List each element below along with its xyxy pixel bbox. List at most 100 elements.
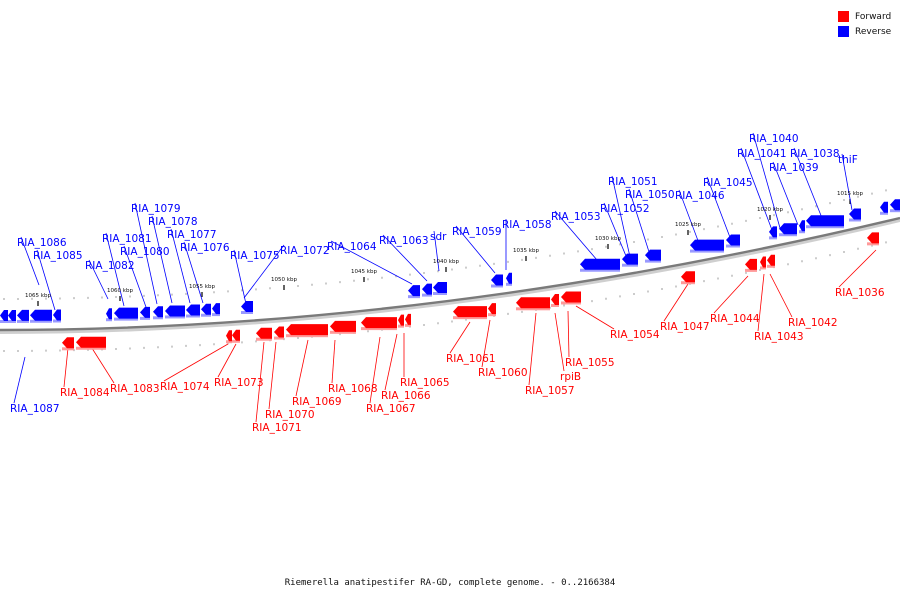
forward-gene-arrow xyxy=(286,324,328,336)
leader-line xyxy=(163,343,229,382)
reverse-gene-arrow xyxy=(690,239,724,251)
forward-gene-arrow xyxy=(330,320,356,332)
forward-gene-label: RIA_1055 xyxy=(565,357,615,369)
leader-line xyxy=(20,236,40,286)
gene-shadow xyxy=(561,301,581,305)
leader-line xyxy=(575,305,615,330)
forward-gene-arrow xyxy=(453,306,487,318)
reverse-gene-arrow xyxy=(726,234,740,246)
gene-shadow xyxy=(256,337,272,341)
gene-shadow xyxy=(849,218,861,222)
legend: Forward Reverse xyxy=(838,9,891,39)
forward-gene-arrow xyxy=(226,330,232,342)
forward-gene-label: rpiB xyxy=(560,371,581,383)
scale-label: 1050 kbp xyxy=(271,277,297,283)
reverse-gene-label: RIA_1082 xyxy=(85,260,135,272)
leader-line xyxy=(628,188,651,256)
forward-gene-label: RIA_1054 xyxy=(610,329,660,341)
forward-gene-arrow xyxy=(274,326,284,338)
gene-shadow xyxy=(726,244,740,248)
forward-gene-arrow xyxy=(256,327,272,339)
leader-line xyxy=(89,344,115,384)
reverse-gene-label: RIA_1046 xyxy=(675,190,725,202)
forward-gene-label: RIA_1084 xyxy=(60,387,110,399)
scale-label: 1030 kbp xyxy=(595,236,621,242)
forward-gene-arrow xyxy=(398,314,404,326)
forward-gene-arrow xyxy=(361,317,397,329)
gene-shadow xyxy=(330,330,356,334)
leader-line xyxy=(382,234,428,282)
leader-line xyxy=(105,232,125,307)
legend-reverse: Reverse xyxy=(838,24,891,39)
forward-gene-arrow xyxy=(232,329,240,341)
forward-gene-arrow xyxy=(488,303,496,315)
reverse-gene-label: RIA_1052 xyxy=(600,203,650,215)
reverse-gene-arrow xyxy=(645,249,661,261)
reverse-swatch xyxy=(838,26,849,37)
forward-swatch xyxy=(838,11,849,22)
reverse-gene-arrow xyxy=(799,220,805,232)
reverse-gene-arrow xyxy=(106,308,112,320)
forward-gene-arrow xyxy=(405,313,411,325)
forward-gene-label: RIA_1073 xyxy=(214,377,264,389)
reverse-gene-label: RIA_1045 xyxy=(703,177,753,189)
forward-gene-label: RIA_1036 xyxy=(835,287,885,299)
reverse-gene-arrow xyxy=(433,282,447,293)
gene-shadow xyxy=(106,318,112,322)
reverse-gene-arrow xyxy=(890,199,900,211)
gene-shadow xyxy=(488,313,496,317)
reverse-gene-label: RIA_1079 xyxy=(131,203,181,215)
forward-gene-arrow xyxy=(767,254,775,266)
leader-line xyxy=(769,273,793,318)
leader-line xyxy=(603,202,627,257)
reverse-gene-arrow xyxy=(506,272,512,284)
forward-gene-label: RIA_1069 xyxy=(292,396,342,408)
forward-gene-label: RIA_1074 xyxy=(160,381,210,393)
gene-shadow xyxy=(779,233,797,237)
reverse-gene-label: RIA_1038 xyxy=(790,148,840,160)
leader-line xyxy=(183,241,204,304)
legend-reverse-label: Reverse xyxy=(855,26,892,37)
gene-shadow xyxy=(681,281,695,285)
leader-line xyxy=(170,228,191,304)
forward-gene-arrow xyxy=(760,256,766,268)
forward-gene-arrow xyxy=(561,291,581,303)
gene-shadow xyxy=(62,347,74,351)
leader-line xyxy=(384,333,398,391)
gene-shadow xyxy=(165,315,185,319)
reverse-gene-arrow xyxy=(491,274,503,286)
legend-forward: Forward xyxy=(838,9,891,24)
reverse-gene-arrow xyxy=(165,305,185,317)
reverse-gene-arrow xyxy=(17,309,29,321)
reverse-gene-label: RIA_1086 xyxy=(17,237,67,249)
leader-line xyxy=(772,161,799,226)
leader-line xyxy=(713,275,749,314)
scale-label: 1045 kbp xyxy=(351,269,377,275)
forward-gene-arrow xyxy=(76,336,106,348)
gene-shadow xyxy=(286,334,328,338)
forward-gene-label: RIA_1047 xyxy=(660,321,710,333)
reverse-gene-arrow xyxy=(422,283,432,295)
reverse-gene-arrow xyxy=(0,309,8,321)
leader-line xyxy=(369,336,381,404)
reverse-gene-label: RIA_1050 xyxy=(625,189,675,201)
gene-shadow xyxy=(114,317,138,321)
gene-shadow xyxy=(890,209,900,213)
gene-shadow xyxy=(551,303,559,307)
forward-gene-arrow xyxy=(867,232,879,244)
scale-label: 1055 kbp xyxy=(189,284,215,290)
leader-line xyxy=(757,273,765,332)
reverse-gene-label: RIA_1080 xyxy=(120,246,170,258)
forward-gene-label: RIA_1083 xyxy=(110,383,160,395)
leader-line xyxy=(36,249,56,311)
leader-line xyxy=(217,343,237,378)
forward-gene-arrow xyxy=(551,293,559,305)
forward-gene-label: RIA_1044 xyxy=(710,313,760,325)
leader-line xyxy=(243,244,285,299)
genome-backbone-shadow xyxy=(0,218,900,334)
scale-ticks xyxy=(3,189,887,352)
leader-lines xyxy=(13,132,877,423)
leader-line xyxy=(134,202,158,305)
gene-shadow xyxy=(506,282,512,286)
